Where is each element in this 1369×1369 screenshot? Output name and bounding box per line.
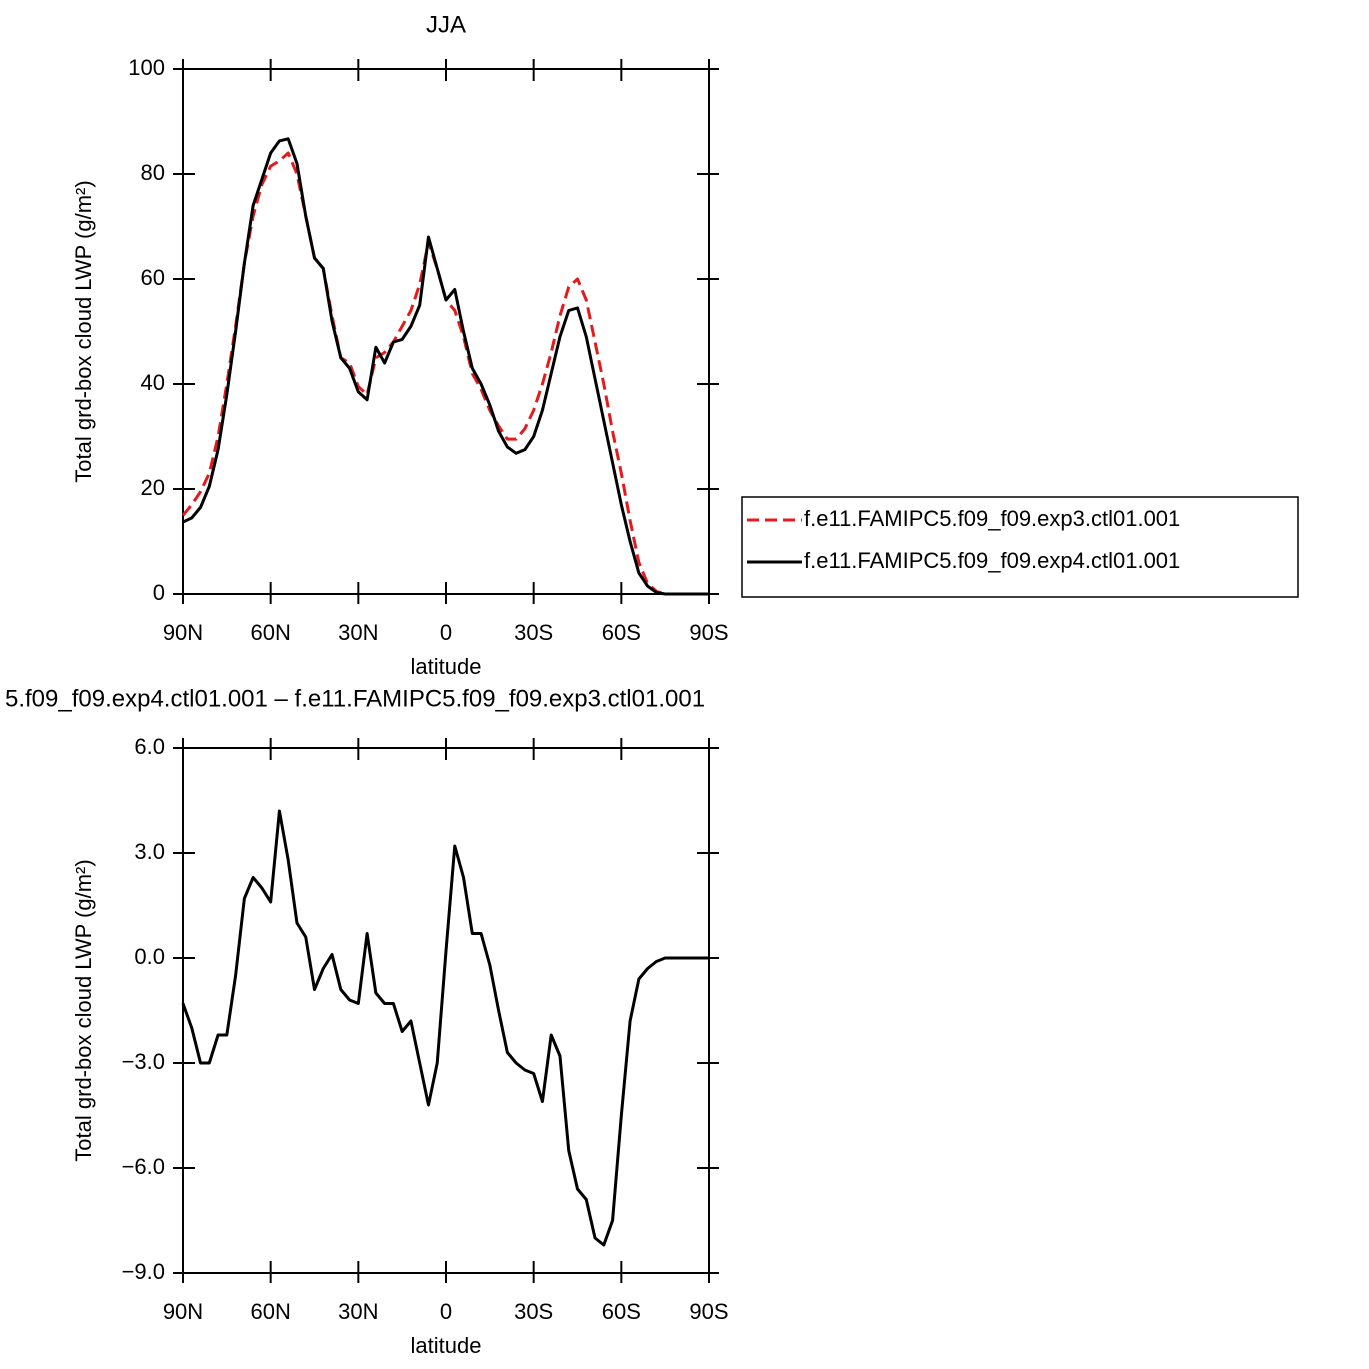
y-tick-label: 20 bbox=[141, 475, 165, 500]
x-tick-label: 0 bbox=[440, 1299, 452, 1324]
x-tick-label: 30N bbox=[338, 620, 378, 645]
x-axis-label: latitude bbox=[411, 1333, 482, 1358]
chart-title: JJA bbox=[426, 11, 466, 38]
y-tick-label: 3.0 bbox=[134, 839, 165, 864]
y-tick-label: −6.0 bbox=[122, 1154, 165, 1179]
x-tick-label: 60S bbox=[602, 620, 641, 645]
x-tick-label: 30S bbox=[514, 620, 553, 645]
x-tick-label: 60N bbox=[250, 620, 290, 645]
data-line bbox=[182, 137, 709, 596]
y-tick-label: 0 bbox=[153, 580, 165, 605]
data-line bbox=[181, 151, 709, 596]
y-tick-label: −3.0 bbox=[122, 1049, 165, 1074]
plot-frame bbox=[182, 68, 710, 595]
y-tick-label: 80 bbox=[141, 160, 165, 185]
y-axis-label: Total grd-box cloud LWP (g/m²) bbox=[71, 859, 96, 1161]
x-tick-label: 90S bbox=[689, 1299, 728, 1324]
x-tick-label: 30S bbox=[514, 1299, 553, 1324]
y-tick-label: 100 bbox=[128, 55, 165, 80]
x-tick-label: 30N bbox=[338, 1299, 378, 1324]
legend-label: f.e11.FAMIPC5.f09_f09.exp3.ctl01.001 bbox=[804, 506, 1180, 531]
chart-title: 5.f09_f09.exp4.ctl01.001 – f.e11.FAMIPC5… bbox=[5, 685, 705, 712]
x-tick-label: 60S bbox=[602, 1299, 641, 1324]
x-tick-label: 90N bbox=[163, 620, 203, 645]
y-tick-label: −9.0 bbox=[122, 1259, 165, 1284]
y-tick-label: 60 bbox=[141, 265, 165, 290]
x-axis-label: latitude bbox=[411, 654, 482, 679]
y-axis-label: Total grd-box cloud LWP (g/m²) bbox=[71, 180, 96, 482]
x-tick-label: 90S bbox=[689, 620, 728, 645]
x-tick-label: 60N bbox=[250, 1299, 290, 1324]
x-tick-label: 0 bbox=[440, 620, 452, 645]
legend-label: f.e11.FAMIPC5.f09_f09.exp4.ctl01.001 bbox=[804, 548, 1180, 573]
data-line bbox=[181, 809, 709, 1247]
y-tick-label: 6.0 bbox=[134, 734, 165, 759]
plot-frame bbox=[182, 747, 710, 1274]
legend-box bbox=[741, 496, 1299, 598]
y-tick-label: 0.0 bbox=[134, 944, 165, 969]
x-tick-label: 90N bbox=[163, 1299, 203, 1324]
y-tick-label: 40 bbox=[141, 370, 165, 395]
